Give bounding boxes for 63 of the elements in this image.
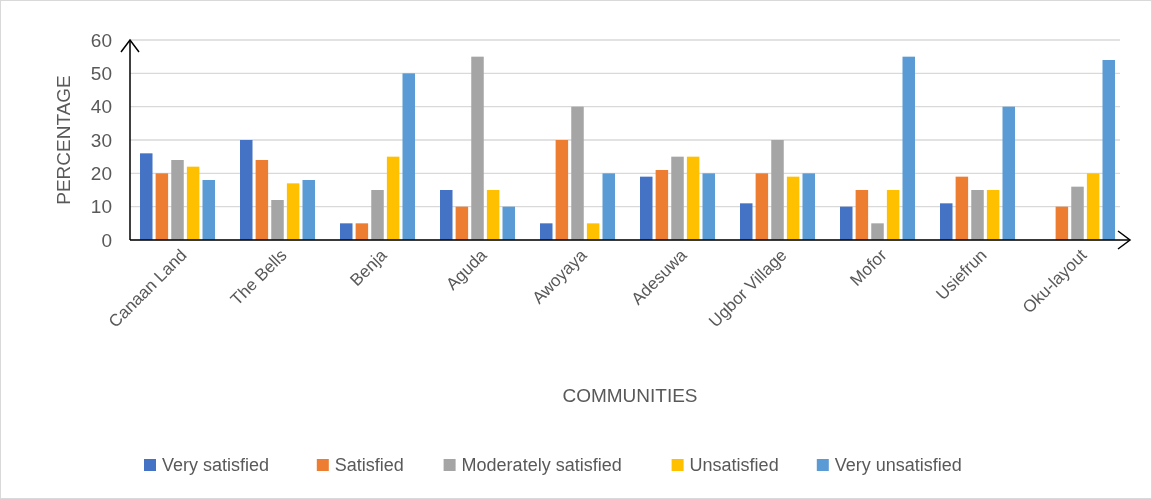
bar [602, 173, 615, 240]
bar [186, 166, 200, 240]
bar [755, 173, 769, 240]
bar [571, 106, 584, 240]
bar [840, 206, 853, 240]
bar [986, 190, 1000, 240]
bar [440, 190, 453, 240]
bar [671, 156, 684, 240]
bar [1086, 173, 1100, 240]
bar [486, 190, 500, 240]
bar [555, 140, 569, 240]
y-tick-label: 50 [90, 62, 112, 84]
legend-label: Moderately satisfied [461, 455, 622, 476]
bar [455, 206, 469, 240]
bar [955, 176, 969, 240]
legend-label: Very satisfied [162, 455, 270, 476]
bar [371, 190, 384, 240]
bar [340, 223, 353, 240]
bar [655, 170, 669, 240]
bar [386, 156, 400, 240]
bar [771, 140, 784, 240]
bar [255, 160, 269, 240]
bar [786, 176, 800, 240]
bar [855, 190, 869, 240]
y-tick-label: 0 [101, 229, 112, 251]
bar [355, 223, 369, 240]
bar [155, 173, 169, 240]
bar [271, 200, 284, 240]
x-axis-title: COMMUNITIES [562, 385, 698, 406]
bar [686, 156, 700, 240]
y-tick-label: 10 [90, 196, 112, 218]
bar [1055, 206, 1069, 240]
bar [802, 173, 815, 240]
legend-label: Unsatisfied [689, 455, 779, 476]
legend-label: Very unsatisfied [834, 455, 962, 476]
bar [1102, 60, 1115, 240]
bar [586, 223, 600, 240]
bar [286, 183, 300, 240]
bar [1002, 106, 1015, 240]
bar [640, 176, 653, 240]
y-tick-label: 60 [90, 29, 112, 51]
bar [871, 223, 884, 240]
bar [302, 180, 315, 240]
bar [140, 153, 153, 240]
bar [1071, 186, 1084, 240]
bar [171, 160, 184, 240]
bar [240, 140, 253, 240]
bar [202, 180, 215, 240]
bar [502, 206, 515, 240]
legend-label: Satisfied [334, 455, 404, 476]
bar [902, 56, 915, 240]
bar [740, 203, 753, 240]
bar [471, 56, 484, 240]
bar [940, 203, 953, 240]
bar [886, 190, 900, 240]
bar [702, 173, 715, 240]
bar [971, 190, 984, 240]
y-tick-label: 40 [90, 96, 112, 118]
bar [402, 73, 415, 240]
y-tick-label: 20 [90, 162, 112, 184]
y-axis-title: PERCENTAGE [53, 75, 74, 205]
bar [540, 223, 553, 240]
y-tick-label: 30 [90, 129, 112, 151]
